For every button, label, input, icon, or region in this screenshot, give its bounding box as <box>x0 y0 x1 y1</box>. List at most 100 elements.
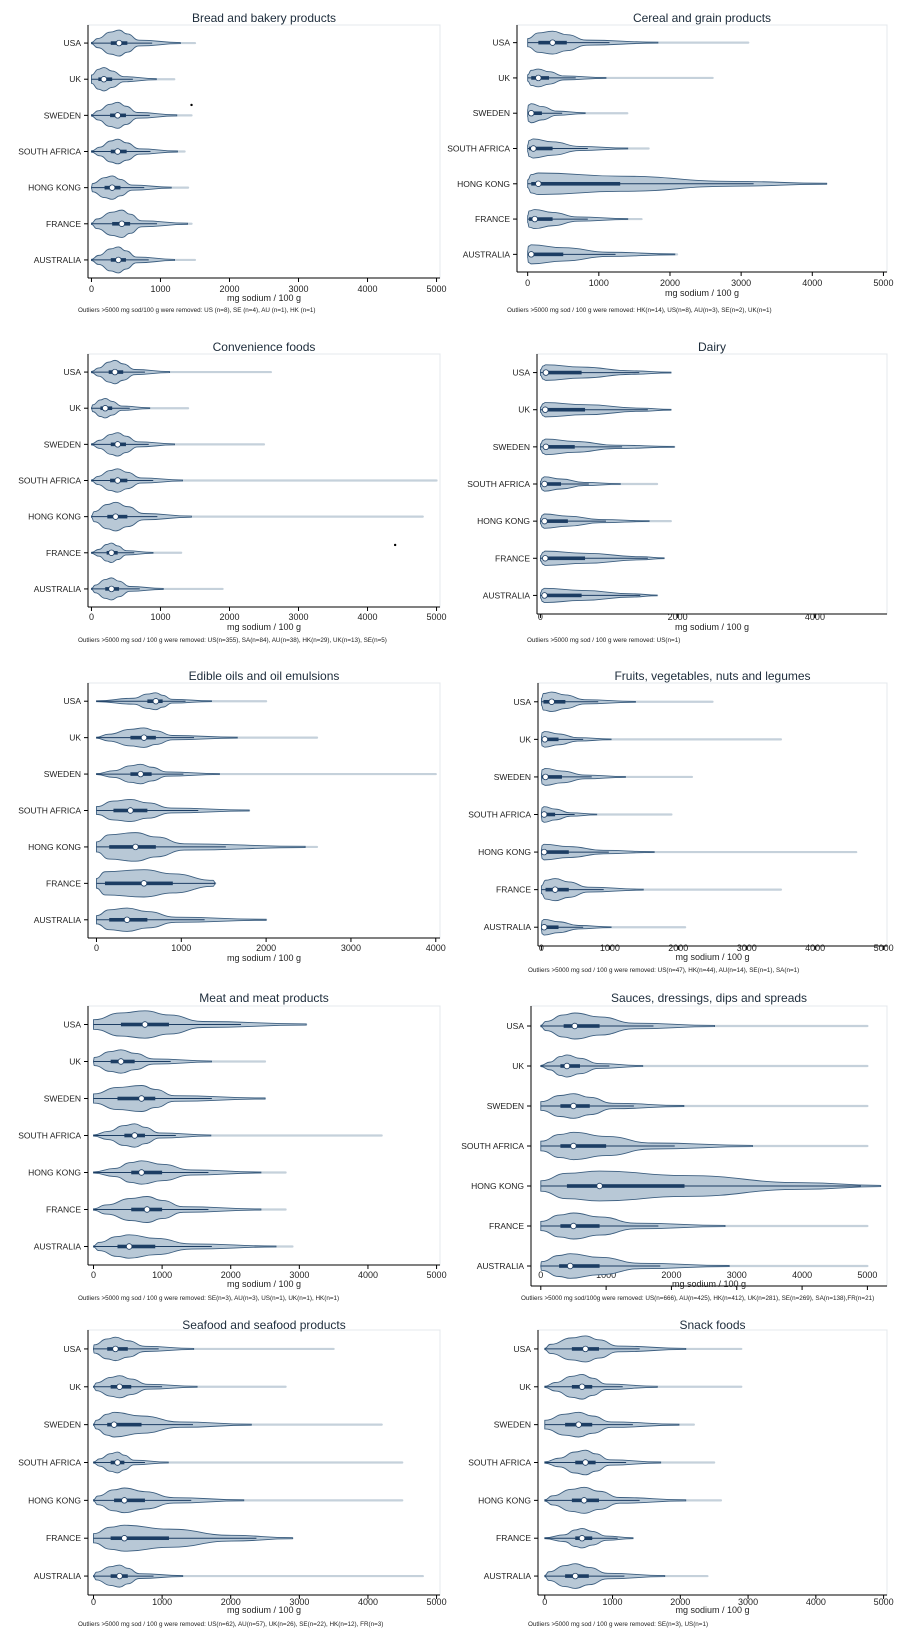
median-marker <box>117 1058 125 1065</box>
x-tick-label: 1000 <box>589 278 609 288</box>
chart-panel-4: Dairy 0 2000 4000 mg sodium / 100 g Outliers … <box>467 340 888 644</box>
median-marker <box>114 148 121 155</box>
x-tick-label: 2000 <box>221 1270 241 1280</box>
x-tick-label: 0 <box>538 612 543 622</box>
category-label: USA <box>513 368 531 378</box>
x-tick-label: 1000 <box>150 284 170 294</box>
category-label: SOUTH AFRICA <box>18 476 81 486</box>
violin-uk: UK <box>69 1375 287 1399</box>
violin-sweden: SWEDEN <box>44 763 437 785</box>
x-tick-label: 3000 <box>288 284 308 294</box>
category-label: HONG KONG <box>478 847 531 857</box>
iqr-bar <box>110 1536 169 1541</box>
violin-australia: AUSTRALIA <box>477 1253 869 1279</box>
violin-south-africa: SOUTH AFRICA <box>18 468 438 493</box>
iqr-bar <box>107 1422 142 1427</box>
median-marker <box>542 406 549 413</box>
x-tick-label: 0 <box>91 1597 96 1607</box>
violin-south-africa: SOUTH AFRICA <box>468 806 673 823</box>
median-marker <box>528 110 535 117</box>
chart-title: Cereal and grain products <box>633 11 771 25</box>
violin-sweden: SWEDEN <box>494 1411 695 1438</box>
median-marker <box>578 1383 586 1390</box>
category-label: AUSTRALIA <box>484 1571 532 1581</box>
category-label: UK <box>69 733 81 743</box>
category-label: FRANCE <box>46 219 81 229</box>
category-label: USA <box>64 38 82 48</box>
iqr-bar <box>559 1264 600 1268</box>
x-tick-label: 5000 <box>427 612 447 622</box>
category-label: SOUTH AFRICA <box>461 1141 524 1151</box>
chart-panel-9: Seafood and seafood products 0 1000 2000 300… <box>18 1318 446 1628</box>
median-marker <box>116 1572 123 1580</box>
iqr-bar <box>563 1024 600 1028</box>
x-tick-label: 0 <box>89 612 94 622</box>
median-marker <box>114 441 121 448</box>
violin-sweden: SWEDEN <box>494 768 694 786</box>
violin-australia: AUSTRALIA <box>484 1563 709 1589</box>
median-marker <box>121 1535 128 1542</box>
violin-australia: AUSTRALIA <box>483 587 659 604</box>
x-tick-label: 4000 <box>805 612 825 622</box>
category-label: UK <box>518 405 530 415</box>
median-marker <box>114 477 121 484</box>
category-label: USA <box>64 367 82 377</box>
x-tick-label: 1000 <box>150 612 170 622</box>
median-marker <box>551 886 559 893</box>
category-label: AUSTRALIA <box>477 1261 525 1271</box>
violin-france: FRANCE <box>489 1212 869 1240</box>
outlier-note: Outliers >5000 mg sod/100 g were removed… <box>78 307 315 314</box>
outlier-note: Outliers >5000 mg sod / 100 g were remov… <box>528 967 799 974</box>
category-label: UK <box>498 73 510 83</box>
median-marker <box>152 698 160 705</box>
x-tick-label: 5000 <box>874 943 894 953</box>
median-marker <box>542 555 549 562</box>
chart-panel-5: Edible oils and oil emulsions 0 1000 2000 30… <box>18 669 446 963</box>
category-label: USA <box>493 38 511 48</box>
category-label: SWEDEN <box>44 439 81 449</box>
x-tick-label: 3000 <box>731 278 751 288</box>
x-axis-label: mg sodium / 100 g <box>227 622 301 632</box>
violin-france: FRANCE <box>475 209 643 230</box>
violin-sweden: SWEDEN <box>44 432 266 457</box>
chart-panel-6: Fruits, vegetables, nuts and legumes 0 100… <box>468 669 893 974</box>
category-label: HONG KONG <box>28 512 81 522</box>
category-label: AUSTRALIA <box>34 1242 82 1252</box>
median-marker <box>572 1572 579 1580</box>
x-tick-label: 2000 <box>256 943 276 953</box>
violin-hong-kong: HONG KONG <box>477 513 672 529</box>
median-marker <box>114 1459 121 1466</box>
median-marker <box>542 369 550 376</box>
violin-sweden: SWEDEN <box>493 438 676 456</box>
violin-france: FRANCE <box>46 209 193 238</box>
iqr-bar <box>528 111 542 116</box>
median-marker <box>531 215 538 223</box>
x-tick-label: 5000 <box>857 1270 877 1280</box>
median-marker <box>141 1021 149 1028</box>
x-tick-label: 5000 <box>427 1597 447 1607</box>
category-label: FRANCE <box>495 553 530 563</box>
category-label: HONG KONG <box>28 1495 81 1505</box>
chart-title: Meat and meat products <box>199 991 328 1005</box>
median-marker <box>530 145 537 152</box>
outlier-note: Outliers >5000 mg sod/100g were removed:… <box>521 1295 874 1302</box>
violin-sweden: SWEDEN <box>44 1411 383 1438</box>
outlier-point <box>393 543 397 547</box>
x-axis-label: mg sodium / 100 g <box>227 1279 301 1289</box>
iqr-bar <box>529 146 553 151</box>
x-tick-label: 1000 <box>152 1597 172 1607</box>
median-marker <box>540 848 548 856</box>
median-marker <box>114 112 121 119</box>
violin-uk: UK <box>498 68 714 88</box>
violin-hong-kong: HONG KONG <box>28 832 319 862</box>
category-label: AUSTRALIA <box>483 590 531 600</box>
x-axis-label: mg sodium / 100 g <box>227 953 301 963</box>
violin-australia: AUSTRALIA <box>34 246 197 274</box>
median-marker <box>578 1535 586 1542</box>
violin-south-africa: SOUTH AFRICA <box>18 798 251 823</box>
iqr-bar <box>560 1224 600 1228</box>
violin-france: FRANCE <box>496 1528 634 1549</box>
category-label: SOUTH AFRICA <box>468 810 531 820</box>
category-label: UK <box>69 403 81 413</box>
